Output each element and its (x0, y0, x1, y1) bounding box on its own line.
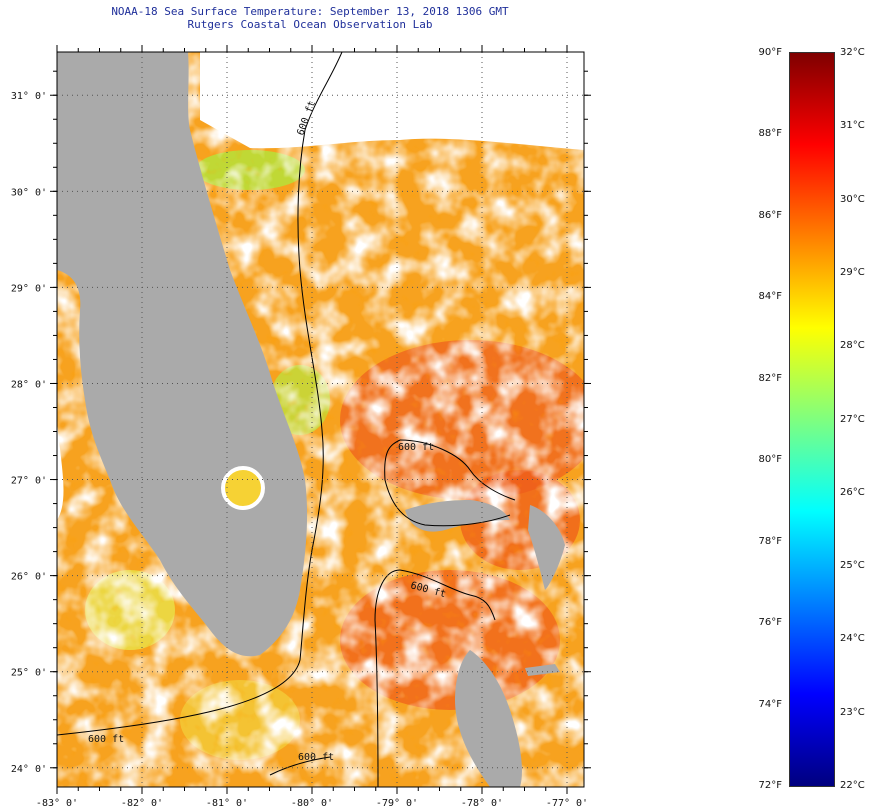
colorbar-celsius-label: 29°C (840, 266, 865, 278)
lat-tick-label: 24° 0' (11, 764, 47, 775)
colorbar-fahrenheit-label: 72°F (758, 780, 782, 791)
colorbar-fahrenheit-label: 76°F (758, 617, 782, 629)
colorbar-fahrenheit-label: 74°F (758, 698, 782, 710)
lon-tick-label: -80° 0' (291, 798, 333, 809)
colorbar-fahrenheit-label: 80°F (758, 454, 782, 466)
contour-label: 600 ft (398, 442, 434, 453)
lat-tick-label: 27° 0' (11, 476, 47, 487)
axis-tick-labels: -83° 0' -82° 0' -81° 0' -80° 0' -79° 0' -78° … (11, 91, 588, 809)
plot-frame (56, 51, 585, 788)
lat-tick-label: 29° 0' (11, 283, 47, 294)
map-subtitle: Rutgers Coastal Ocean Observation Lab (187, 18, 433, 31)
lon-tick-label: -77° 0' (546, 798, 588, 809)
colorbar-celsius-label: 24°C (840, 633, 865, 645)
lat-tick-label: 25° 0' (11, 668, 47, 679)
lat-tick-label: 28° 0' (11, 379, 47, 390)
colorbar-fahrenheit-label: 82°F (758, 372, 782, 384)
contour-label: 600 ft (88, 734, 124, 745)
colorbar-fahrenheit-label: 88°F (758, 128, 782, 140)
lake-okeechobee (221, 466, 265, 510)
cloud-mask (57, 330, 64, 520)
colorbar-celsius-label: 27°C (840, 413, 865, 425)
colorbar-celsius-label: 26°C (840, 486, 865, 498)
colorbar-fahrenheit-label: 90°F (758, 47, 782, 58)
lat-tick-label: 30° 0' (11, 187, 47, 198)
lon-tick-label: -82° 0' (121, 798, 163, 809)
cloud-mask (200, 52, 584, 150)
andros-land (455, 650, 522, 787)
colorbar-fahrenheit-label: 78°F (758, 535, 782, 547)
lon-tick-label: -78° 0' (461, 798, 503, 809)
lon-tick-label: -79° 0' (376, 798, 418, 809)
colorbar-celsius-label: 30°C (840, 193, 865, 205)
new-providence-land (525, 664, 560, 676)
plot-area: 600 ft 600 ft 600 ft 600 ft 600 ft (57, 52, 584, 787)
colorbar-fahrenheit-label: 84°F (758, 291, 782, 303)
colorbar-celsius-label: 28°C (840, 340, 865, 352)
lat-tick-label: 31° 0' (11, 91, 47, 102)
abaco-land (528, 505, 565, 590)
colorbar-celsius-label: 25°C (840, 560, 865, 572)
temperature-colorbar (789, 52, 835, 787)
contour-label: 600 ft (298, 752, 334, 763)
lat-tick-label: 26° 0' (11, 572, 47, 583)
colorbar-celsius-label: 31°C (840, 120, 865, 132)
colorbar-celsius-label: 22°C (840, 780, 865, 791)
colorbar-celsius-label: 32°C (840, 47, 865, 58)
lon-tick-label: -81° 0' (206, 798, 248, 809)
grand-bahama-land (405, 500, 510, 532)
map-title: NOAA-18 Sea Surface Temperature: Septemb… (111, 5, 509, 18)
colorbar-celsius-label: 23°C (840, 706, 865, 718)
colorbar-fahrenheit-label: 86°F (758, 209, 782, 221)
lon-tick-label: -83° 0' (36, 798, 78, 809)
axis-ticks (50, 45, 591, 794)
